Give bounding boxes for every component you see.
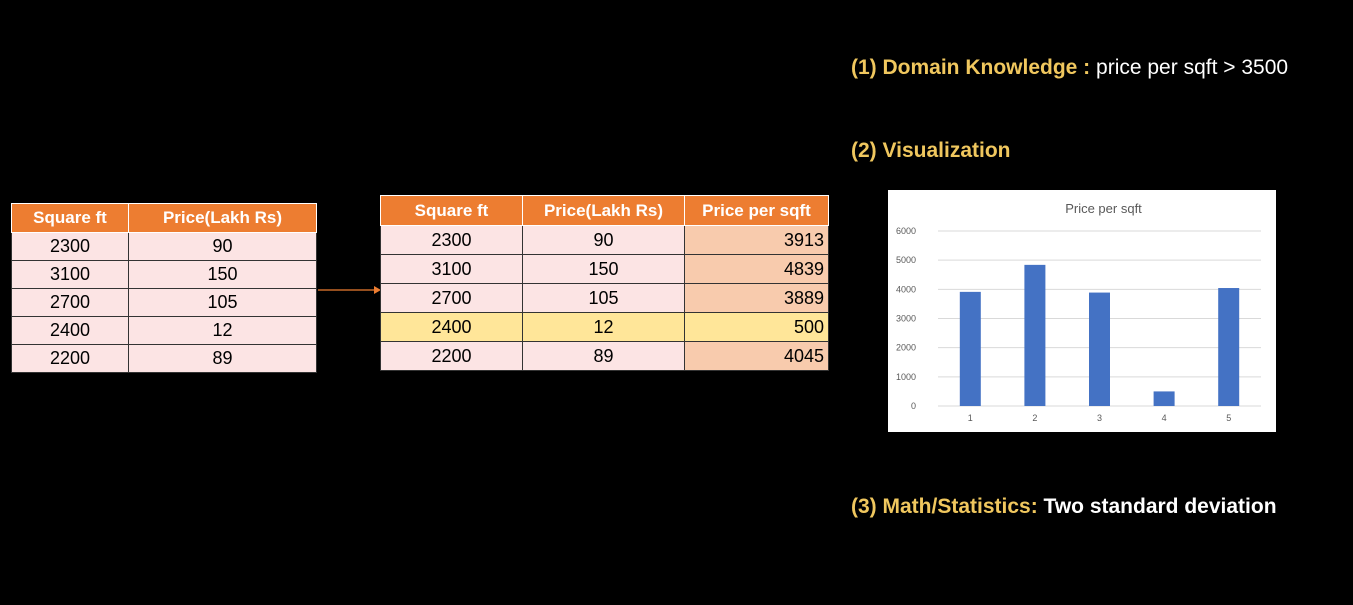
visualization-label: (2) Visualization xyxy=(851,139,1011,162)
col-header-square-ft: Square ft xyxy=(380,195,523,226)
table-row: 2300 90 3913 xyxy=(380,225,829,255)
col-header-price: Price(Lakh Rs) xyxy=(522,195,685,226)
domain-knowledge-heading: (1) Domain Knowledge : price per sqft > … xyxy=(851,56,1288,80)
cell-square-ft: 2700 xyxy=(380,283,523,313)
x-tick-label: 3 xyxy=(1097,413,1102,423)
cell-square-ft: 2400 xyxy=(11,316,129,345)
x-tick-label: 5 xyxy=(1226,413,1231,423)
table-row: 2700 105 xyxy=(11,288,318,317)
bar xyxy=(1153,391,1175,406)
x-tick-label: 1 xyxy=(968,413,973,423)
cell-price: 150 xyxy=(522,254,685,284)
col-header-price: Price(Lakh Rs) xyxy=(127,203,318,233)
bar xyxy=(1024,264,1046,406)
y-tick-label: 1000 xyxy=(896,372,916,382)
cell-price-per-sqft: 3889 xyxy=(684,283,829,313)
cell-price: 90 xyxy=(522,225,685,255)
x-tick-label: 2 xyxy=(1032,413,1037,423)
table-row: 3100 150 4839 xyxy=(380,254,829,284)
col-header-price-per-sqft: Price per sqft xyxy=(684,195,829,226)
cell-square-ft: 2700 xyxy=(11,288,129,317)
cell-price: 105 xyxy=(522,283,685,313)
table-row: 2400 12 xyxy=(11,316,318,345)
y-tick-label: 6000 xyxy=(896,226,916,236)
table-original: Square ft Price(Lakh Rs) 2300 90 3100 150 … xyxy=(11,203,318,373)
cell-price-per-sqft: 500 xyxy=(684,312,829,342)
y-tick-label: 2000 xyxy=(896,343,916,353)
cell-square-ft: 3100 xyxy=(380,254,523,284)
domain-knowledge-text: price per sqft > 3500 xyxy=(1096,56,1289,79)
cell-price-per-sqft: 3913 xyxy=(684,225,829,255)
bar xyxy=(959,291,981,406)
y-tick-label: 4000 xyxy=(896,284,916,294)
table-row: 3100 150 xyxy=(11,260,318,289)
col-header-square-ft: Square ft xyxy=(11,203,129,233)
chart-svg: Price per sqft 0 1000 2000 3000 4000 5000 6000 1… xyxy=(896,201,1261,423)
y-tick-label: 0 xyxy=(911,401,916,411)
domain-knowledge-label: (1) Domain Knowledge : xyxy=(851,56,1091,79)
math-statistics-heading: (3) Math/Statistics: Two standard deviat… xyxy=(851,495,1277,519)
table-row: 2300 90 xyxy=(11,232,318,261)
table-with-price-per-sqft: Square ft Price(Lakh Rs) Price per sqft … xyxy=(380,195,829,371)
cell-square-ft: 2300 xyxy=(11,232,129,261)
table-row-highlighted: 2400 12 500 xyxy=(380,312,829,342)
table-row: 2200 89 4045 xyxy=(380,341,829,371)
math-statistics-label: (3) Math/Statistics: xyxy=(851,495,1038,518)
cell-price: 105 xyxy=(127,288,318,317)
math-statistics-text: Two standard deviation xyxy=(1043,495,1277,518)
bar xyxy=(1089,292,1110,406)
table-row: 2700 105 3889 xyxy=(380,283,829,313)
cell-price-per-sqft: 4045 xyxy=(684,341,829,371)
visualization-heading: (2) Visualization xyxy=(851,139,1010,163)
bar xyxy=(1218,288,1240,406)
cell-square-ft: 3100 xyxy=(11,260,129,289)
cell-price-per-sqft: 4839 xyxy=(684,254,829,284)
y-tick-label: 3000 xyxy=(896,314,916,324)
price-per-sqft-chart: Price per sqft 0 1000 2000 3000 4000 5000 6000 1… xyxy=(888,190,1276,432)
cell-square-ft: 2300 xyxy=(380,225,523,255)
arrow-right-icon xyxy=(318,286,381,294)
cell-price: 89 xyxy=(127,344,318,373)
x-tick-label: 4 xyxy=(1162,413,1167,423)
cell-square-ft: 2400 xyxy=(380,312,523,342)
chart-title: Price per sqft xyxy=(1065,201,1142,216)
cell-price: 12 xyxy=(127,316,318,345)
cell-price: 150 xyxy=(127,260,318,289)
cell-price: 12 xyxy=(522,312,685,342)
y-tick-label: 5000 xyxy=(896,255,916,265)
cell-price: 89 xyxy=(522,341,685,371)
table-row: 2200 89 xyxy=(11,344,318,373)
cell-price: 90 xyxy=(127,232,318,261)
cell-square-ft: 2200 xyxy=(11,344,129,373)
cell-square-ft: 2200 xyxy=(380,341,523,371)
